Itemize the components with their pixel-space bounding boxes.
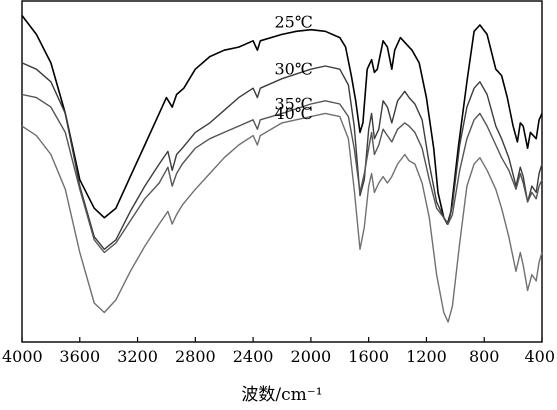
plot-frame (21, 0, 543, 343)
x-tick-label: 1200 (406, 347, 447, 366)
series-line (21, 62, 543, 250)
series-line (21, 112, 543, 323)
x-tick-label: 800 (469, 347, 500, 366)
series-label: 25℃ (274, 12, 312, 31)
x-axis-ticks: 4000 3600 3200 2800 2400 2000 1600 1200 800 400 (2, 337, 555, 366)
x-tick-label: 3200 (117, 347, 158, 366)
x-tick-label: 2000 (291, 347, 332, 366)
series-label: 40℃ (274, 104, 312, 123)
x-tick-label: 2400 (233, 347, 274, 366)
series-line (21, 93, 543, 254)
series-label: 30℃ (274, 60, 312, 79)
x-tick-label: 2800 (175, 347, 216, 366)
x-tick-label: 1600 (348, 347, 389, 366)
series-line (21, 15, 543, 225)
x-tick-label: 400 (524, 347, 555, 366)
x-axis-title: 波数/cm⁻¹ (241, 385, 322, 405)
x-tick-label: 3600 (59, 347, 100, 366)
series-labels: 25℃ 30℃ 35℃40℃ (274, 12, 312, 123)
series-label: 35℃ (274, 94, 312, 113)
series-lines (21, 15, 543, 323)
x-tick-label: 4000 (2, 347, 43, 366)
